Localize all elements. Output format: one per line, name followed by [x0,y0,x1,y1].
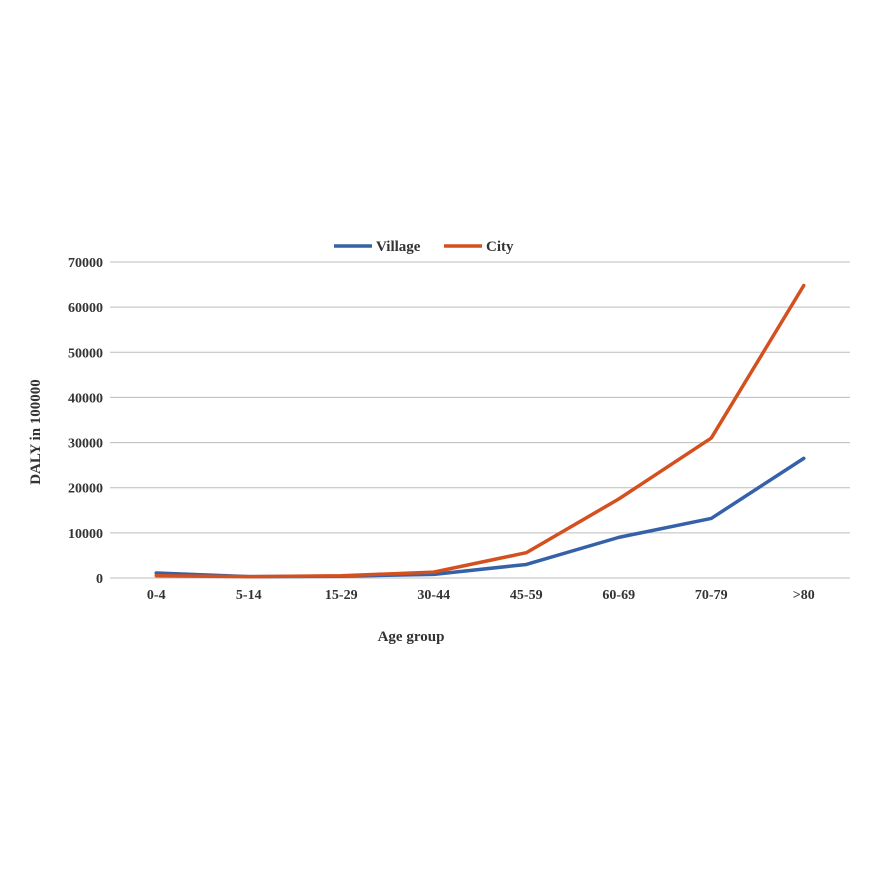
y-tick-label: 0 [96,572,103,587]
y-axis-title: DALY in 100000 [28,379,44,485]
series-line-village [154,456,806,579]
x-axis-title: Age group [378,629,445,645]
series-lines [154,283,806,579]
x-tick-label: 0-4 [147,588,166,603]
x-tick-label: 15-29 [325,588,358,603]
x-tick-label: 30-44 [417,588,450,603]
y-tick-label: 40000 [68,391,103,406]
x-tick-labels: 0-4 5-14 15-29 30-44 45-59 60-69 70-79 >80 [147,588,815,603]
y-tick-label: 70000 [68,256,103,271]
series-line-city [154,283,806,579]
y-tick-labels: 0 10000 20000 30000 40000 50000 60000 70000 [68,256,103,587]
gridlines [110,261,850,579]
legend-label-village: Village [376,239,421,255]
legend-label-city: City [486,239,514,255]
x-tick-label: 5-14 [236,588,262,603]
x-tick-label: 60-69 [602,588,635,603]
y-tick-label: 50000 [68,346,103,361]
y-tick-label: 10000 [68,527,103,542]
x-tick-label: 45-59 [510,588,543,603]
y-tick-label: 60000 [68,301,103,316]
x-tick-label: >80 [793,588,815,603]
legend: Village City [334,239,514,255]
y-tick-label: 20000 [68,482,103,497]
x-tick-label: 70-79 [695,588,728,603]
y-tick-label: 30000 [68,437,103,452]
